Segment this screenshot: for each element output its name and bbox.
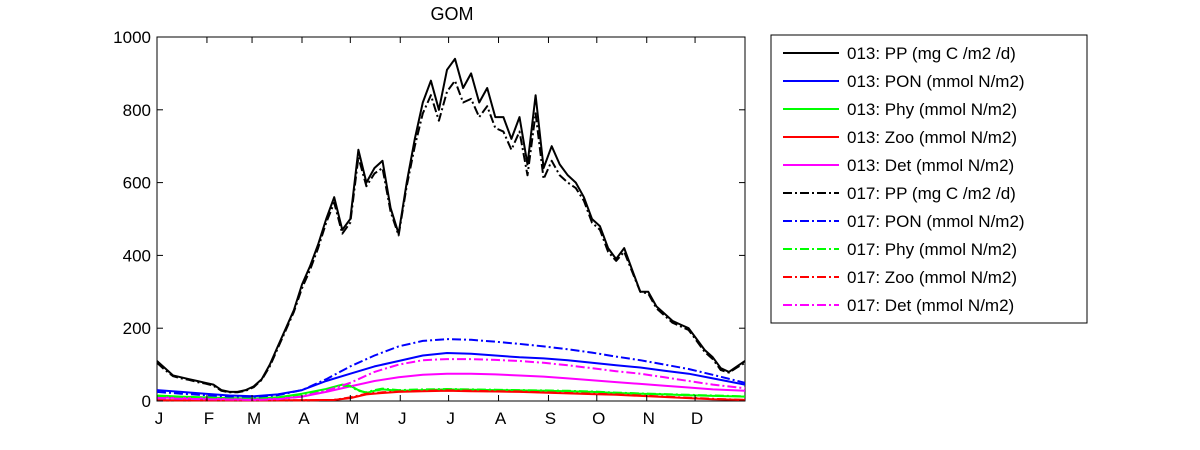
x-tick-label-7: A: [495, 409, 507, 428]
y-tick-label-4: 800: [123, 101, 151, 120]
y-tick-label-2: 400: [123, 246, 151, 265]
series-line-1: [156, 352, 746, 398]
legend-label-9: 017: Det (mmol N/m2): [847, 296, 1014, 315]
legend-label-1: 013: PON (mmol N/m2): [847, 72, 1025, 91]
series-line-8: [157, 389, 746, 402]
x-tick-label-1: F: [204, 409, 214, 428]
series-line-7: [156, 384, 746, 400]
x-tick-label-10: N: [643, 409, 655, 428]
y-tick-label-1: 200: [123, 319, 151, 338]
x-tick-label-3: A: [298, 409, 310, 428]
x-tick-label-8: S: [545, 409, 556, 428]
axis-layer: 0 200 400 600 800 1000 J F M A M J J A S O N D: [113, 28, 745, 428]
y-tick-label-5: 1000: [113, 28, 151, 47]
x-tick-label-5: J: [398, 409, 407, 428]
x-tick-label-4: M: [345, 409, 359, 428]
x-tick-label-11: D: [691, 409, 703, 428]
legend-label-2: 013: Phy (mmol N/m2): [847, 100, 1017, 119]
y-tick-label-0: 0: [142, 392, 151, 411]
y-tick-label-3: 600: [123, 174, 151, 193]
x-tick-label-2: M: [247, 409, 261, 428]
legend-label-6: 017: PON (mmol N/m2): [847, 212, 1025, 231]
legend-label-7: 017: Phy (mmol N/m2): [847, 240, 1017, 259]
x-tick-label-6: J: [446, 409, 455, 428]
legend-label-3: 013: Zoo (mmol N/m2): [847, 128, 1017, 147]
legend-label-8: 017: Zoo (mmol N/m2): [847, 268, 1017, 287]
legend-label-0: 013: PP (mg C /m2 /d): [847, 44, 1016, 63]
legend-box: [770, 34, 1088, 324]
x-tick-label-9: O: [592, 409, 605, 428]
series-line-4: [156, 372, 746, 401]
series-layer: [156, 57, 746, 402]
chart-title: GOM: [431, 4, 474, 24]
series-line-5: [156, 79, 746, 394]
legend-label-4: 013: Det (mmol N/m2): [847, 156, 1014, 175]
series-line-6: [156, 338, 746, 398]
x-tick-label-0: J: [155, 409, 164, 428]
plot-area: 0 200 400 600 800 1000 J F M A M J J A S O N D: [113, 28, 746, 428]
legend: 013: PP (mg C /m2 /d) 013: PON (mmol N/m2…: [770, 34, 1088, 324]
plot-frame: [156, 36, 746, 402]
series-line-9: [156, 358, 746, 401]
legend-label-5: 017: PP (mg C /m2 /d): [847, 184, 1016, 203]
